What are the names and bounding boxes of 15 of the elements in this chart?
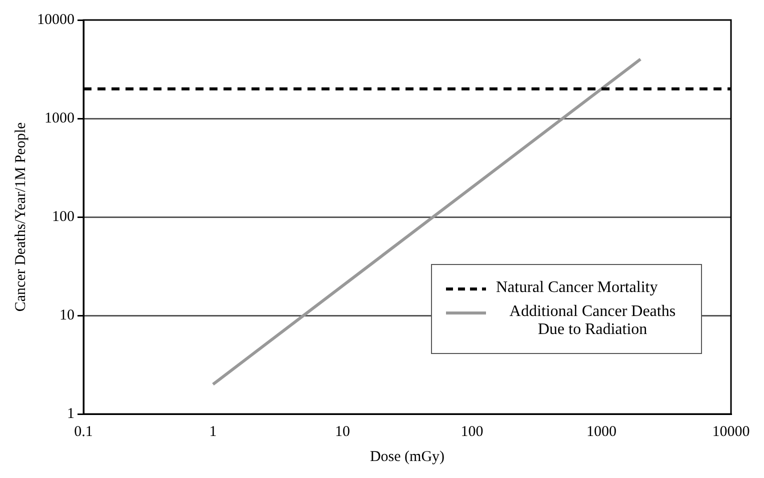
x-tick-label: 10 <box>335 424 350 440</box>
x-tick-label: 10000 <box>712 424 750 440</box>
y-tick-label: 10000 <box>37 12 74 28</box>
y-tick-label: 100 <box>52 208 74 225</box>
x-axis-title: Dose (mGy) <box>370 448 445 465</box>
legend-label: Natural Cancer Mortality <box>496 279 658 297</box>
x-tick-label: 100 <box>460 424 484 440</box>
y-tick-label: 1 <box>67 406 74 422</box>
x-tick-label: 0.1 <box>74 424 93 440</box>
y-tick-label: 10 <box>60 307 74 324</box>
y-axis-title: Cancer Deaths/Year/1M People <box>12 122 29 312</box>
y-tick-label: 1000 <box>44 110 74 126</box>
x-tick-label: 1000 <box>586 424 616 440</box>
x-tick-label: 1 <box>209 424 217 440</box>
legend-label: Additional Cancer Deaths Due to Radiation <box>508 303 677 339</box>
